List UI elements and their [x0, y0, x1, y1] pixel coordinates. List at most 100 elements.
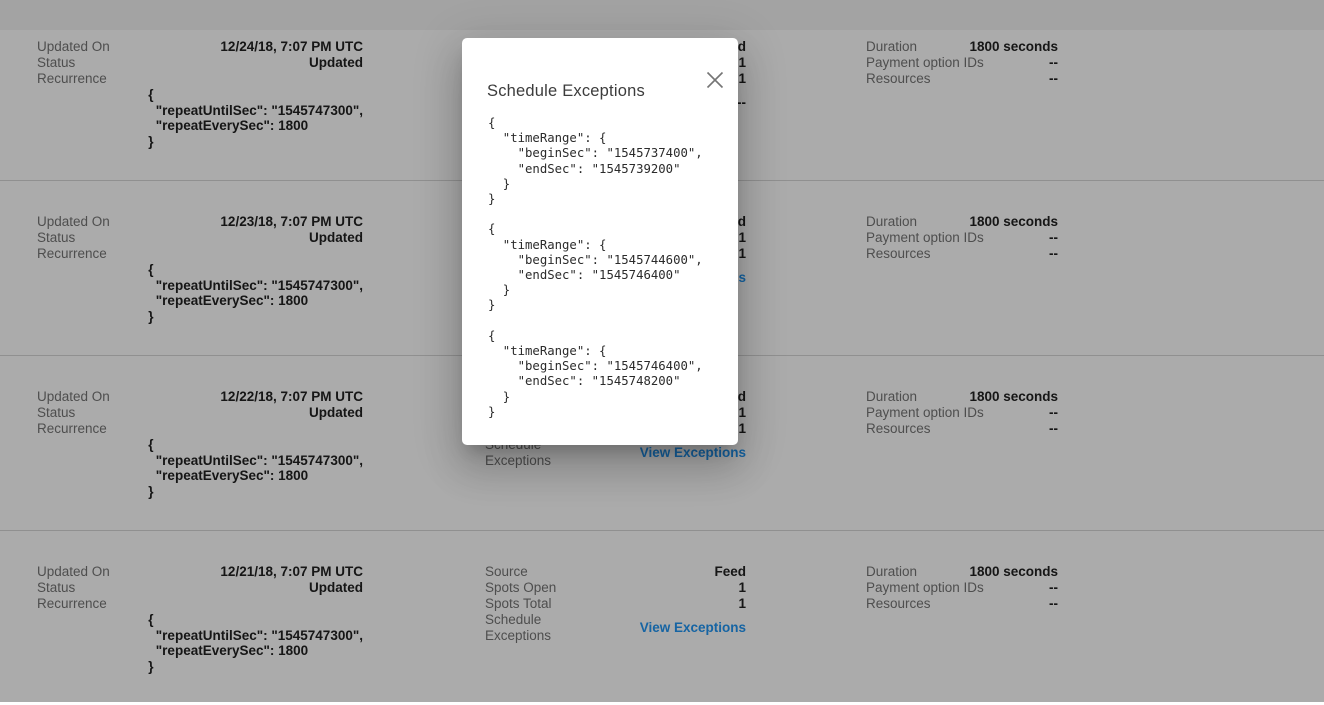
payment-option-ids-value: --: [1049, 405, 1058, 420]
source-label: Source: [485, 564, 528, 579]
status-label: Status: [37, 55, 76, 70]
spots-total-pair: Spots Total 1: [485, 596, 746, 612]
updated-on-pair: Updated On 12/21/18, 7:07 PM UTC: [37, 564, 363, 580]
source-value: Feed: [714, 564, 746, 579]
resources-label: Resources: [866, 246, 931, 261]
close-icon: [706, 71, 724, 89]
resources-pair: Resources --: [866, 71, 1058, 87]
payment-option-ids-label: Payment option IDs: [866, 55, 984, 70]
row-right-column: Duration 1800 seconds Payment option IDs…: [866, 214, 1058, 262]
recurrence-pair: Recurrence: [37, 246, 363, 262]
recurrence-label: Recurrence: [37, 71, 107, 86]
close-button[interactable]: [702, 67, 728, 93]
dialog-title: Schedule Exceptions: [487, 82, 645, 100]
spots-open-value: 1: [738, 405, 746, 420]
updated-on-pair: Updated On 12/23/18, 7:07 PM UTC: [37, 214, 363, 230]
spots-open-value: 1: [738, 230, 746, 245]
source-pair: Source Feed: [485, 564, 746, 580]
payment-option-ids-value: --: [1049, 230, 1058, 245]
updated-on-pair: Updated On 12/24/18, 7:07 PM UTC: [37, 39, 363, 55]
updated-on-label: Updated On: [37, 214, 110, 229]
payment-option-ids-pair: Payment option IDs --: [866, 55, 1058, 71]
schedule-exceptions-value: --: [737, 95, 746, 110]
resources-label: Resources: [866, 596, 931, 611]
recurrence-label: Recurrence: [37, 421, 107, 436]
status-value: Updated: [309, 230, 363, 245]
status-value: Updated: [309, 580, 363, 595]
updated-on-value: 12/21/18, 7:07 PM UTC: [220, 564, 363, 579]
row-left-column: Updated On 12/24/18, 7:07 PM UTC Status …: [37, 39, 363, 150]
row-right-column: Duration 1800 seconds Payment option IDs…: [866, 389, 1058, 437]
spots-open-pair: Spots Open 1: [485, 580, 746, 596]
status-label: Status: [37, 230, 76, 245]
status-value: Updated: [309, 55, 363, 70]
row-left-column: Updated On 12/22/18, 7:07 PM UTC Status …: [37, 389, 363, 500]
duration-value: 1800 seconds: [969, 564, 1058, 579]
spots-total-label: Spots Total: [485, 596, 552, 611]
row-left-column: Updated On 12/21/18, 7:07 PM UTC Status …: [37, 564, 363, 675]
resources-value: --: [1049, 71, 1058, 86]
schedule-row: Updated On 12/21/18, 7:07 PM UTC Status …: [0, 531, 1324, 705]
recurrence-label: Recurrence: [37, 246, 107, 261]
recurrence-json-wrap: { "repeatUntilSec": "1545747300", "repea…: [37, 87, 363, 150]
payment-option-ids-label: Payment option IDs: [866, 580, 984, 595]
recurrence-json-wrap: { "repeatUntilSec": "1545747300", "repea…: [37, 437, 363, 500]
duration-label: Duration: [866, 39, 918, 54]
row-middle-column: Source Feed Spots Open 1 Spots Total 1 S…: [485, 564, 746, 644]
row-right-column: Duration 1800 seconds Payment option IDs…: [866, 564, 1058, 612]
payment-option-ids-label: Payment option IDs: [866, 405, 984, 420]
resources-value: --: [1049, 596, 1058, 611]
recurrence-json-wrap: { "repeatUntilSec": "1545747300", "repea…: [37, 262, 363, 325]
schedule-exceptions-pair: Schedule Exceptions View Exceptions: [485, 612, 746, 644]
view-exceptions-link[interactable]: View Exceptions: [639, 445, 746, 460]
spots-total-value: 1: [738, 71, 746, 86]
page-header-strip: [0, 0, 1324, 30]
view-exceptions-link[interactable]: View Exceptions: [639, 620, 746, 635]
resources-value: --: [1049, 421, 1058, 436]
updated-on-pair: Updated On 12/22/18, 7:07 PM UTC: [37, 389, 363, 405]
spots-open-label: Spots Open: [485, 580, 557, 595]
spots-open-value: 1: [738, 55, 746, 70]
resources-label: Resources: [866, 71, 931, 86]
recurrence-pair: Recurrence: [37, 71, 363, 87]
status-pair: Status Updated: [37, 55, 363, 71]
recurrence-label: Recurrence: [37, 596, 107, 611]
schedule-exceptions-label: Schedule Exceptions: [485, 612, 552, 643]
duration-pair: Duration 1800 seconds: [866, 564, 1058, 580]
duration-value: 1800 seconds: [969, 39, 1058, 54]
duration-value: 1800 seconds: [969, 389, 1058, 404]
duration-value: 1800 seconds: [969, 214, 1058, 229]
resources-pair: Resources --: [866, 596, 1058, 612]
updated-on-value: 12/23/18, 7:07 PM UTC: [220, 214, 363, 229]
recurrence-json: { "repeatUntilSec": "1545747300", "repea…: [148, 612, 363, 674]
recurrence-json-wrap: { "repeatUntilSec": "1545747300", "repea…: [37, 612, 363, 675]
schedule-exceptions-dialog: Schedule Exceptions { "timeRange": { "be…: [462, 38, 738, 445]
payment-option-ids-value: --: [1049, 580, 1058, 595]
duration-pair: Duration 1800 seconds: [866, 389, 1058, 405]
recurrence-pair: Recurrence: [37, 596, 363, 612]
status-pair: Status Updated: [37, 230, 363, 246]
updated-on-label: Updated On: [37, 39, 110, 54]
updated-on-value: 12/24/18, 7:07 PM UTC: [220, 39, 363, 54]
recurrence-json: { "repeatUntilSec": "1545747300", "repea…: [148, 87, 363, 149]
status-pair: Status Updated: [37, 580, 363, 596]
resources-pair: Resources --: [866, 421, 1058, 437]
spots-total-value: 1: [738, 596, 746, 611]
row-right-column: Duration 1800 seconds Payment option IDs…: [866, 39, 1058, 87]
duration-pair: Duration 1800 seconds: [866, 214, 1058, 230]
payment-option-ids-pair: Payment option IDs --: [866, 405, 1058, 421]
duration-label: Duration: [866, 564, 918, 579]
status-value: Updated: [309, 405, 363, 420]
duration-label: Duration: [866, 389, 918, 404]
spots-total-value: 1: [738, 246, 746, 261]
payment-option-ids-label: Payment option IDs: [866, 230, 984, 245]
resources-value: --: [1049, 246, 1058, 261]
status-label: Status: [37, 405, 76, 420]
payment-option-ids-pair: Payment option IDs --: [866, 230, 1058, 246]
row-left-column: Updated On 12/23/18, 7:07 PM UTC Status …: [37, 214, 363, 325]
duration-label: Duration: [866, 214, 918, 229]
spots-total-value: 1: [738, 421, 746, 436]
status-label: Status: [37, 580, 76, 595]
resources-pair: Resources --: [866, 246, 1058, 262]
recurrence-pair: Recurrence: [37, 421, 363, 437]
